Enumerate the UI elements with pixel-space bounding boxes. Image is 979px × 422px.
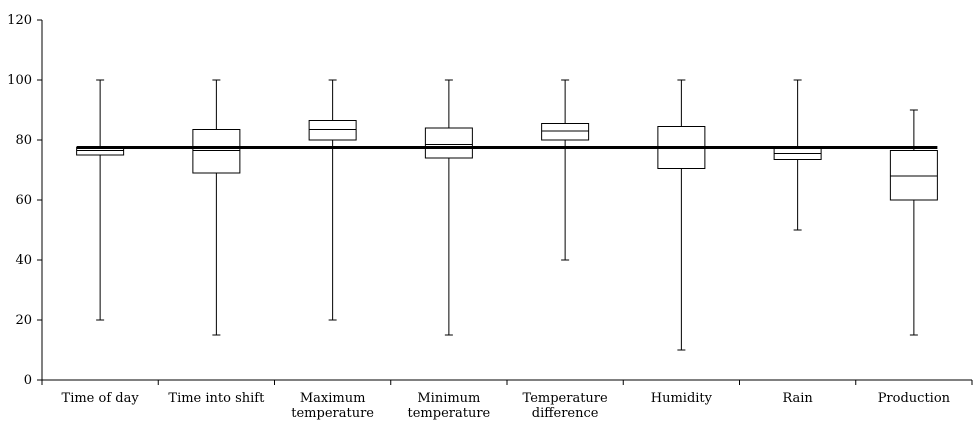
box-group <box>657 79 706 351</box>
category-labels: Time of day Time into shift Maximumtempera… <box>62 391 951 421</box>
category-label: Rain <box>782 391 813 406</box>
axes: 0 20 40 60 80 100 120 <box>7 13 973 388</box>
y-tick-label: 40 <box>15 253 32 268</box>
box-iqr <box>541 123 590 141</box>
box-group <box>76 79 125 321</box>
box-group <box>308 79 357 321</box>
category-label: temperature <box>408 406 491 421</box>
box-iqr <box>889 150 938 201</box>
box-group <box>541 79 590 261</box>
category-label: Minimum <box>417 391 480 406</box>
box-group <box>889 109 938 336</box>
category-label: Production <box>878 391 951 406</box>
box-group <box>424 79 473 336</box>
box-group <box>192 79 241 336</box>
category-label: Maximum <box>300 391 366 406</box>
category-label: difference <box>532 406 599 421</box>
y-tick-label: 80 <box>15 133 32 148</box>
y-tick-label: 60 <box>15 193 32 208</box>
category-label: temperature <box>291 406 374 421</box>
category-label: Time of day <box>62 391 140 406</box>
category-label: Humidity <box>651 391 713 406</box>
y-tick-label: 0 <box>24 373 32 388</box>
box-iqr <box>192 129 241 174</box>
y-tick-label: 100 <box>7 73 32 88</box>
category-label: Temperature <box>523 391 608 406</box>
box-iqr <box>424 127 473 159</box>
category-label: Time into shift <box>168 391 265 406</box>
boxes <box>76 79 938 351</box>
box-iqr <box>308 120 357 141</box>
y-tick-label: 20 <box>15 313 32 328</box>
y-tick-label: 120 <box>7 13 32 28</box>
box-group <box>773 79 822 231</box>
